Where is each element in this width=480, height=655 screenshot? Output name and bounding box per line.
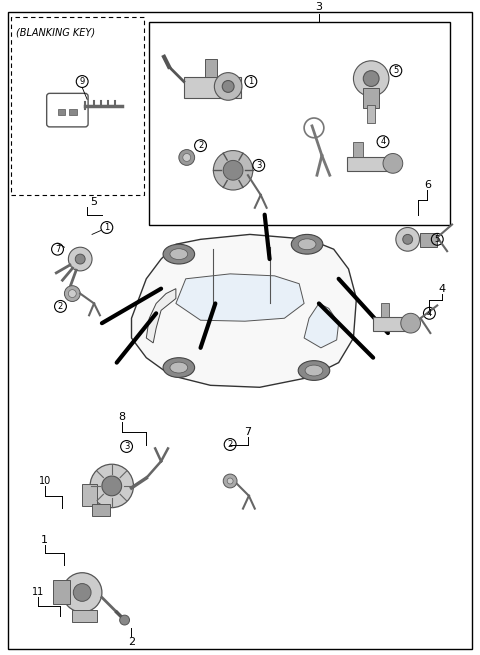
Ellipse shape <box>298 361 330 381</box>
Polygon shape <box>132 234 356 387</box>
Ellipse shape <box>305 365 323 376</box>
Circle shape <box>396 227 420 251</box>
Ellipse shape <box>291 234 323 254</box>
Bar <box>72 610 97 622</box>
Text: 4: 4 <box>439 284 446 293</box>
Text: 1: 1 <box>41 535 48 545</box>
Text: 2: 2 <box>198 141 203 150</box>
Circle shape <box>64 286 80 301</box>
Text: 7: 7 <box>55 245 60 253</box>
Bar <box>53 580 71 605</box>
Bar <box>381 303 389 317</box>
Bar <box>420 233 437 247</box>
Text: 2: 2 <box>128 637 135 646</box>
Bar <box>184 77 241 98</box>
Circle shape <box>383 153 403 174</box>
Text: 5: 5 <box>91 197 97 207</box>
Bar <box>69 109 77 115</box>
Ellipse shape <box>298 239 316 250</box>
Circle shape <box>179 149 194 165</box>
Circle shape <box>403 234 413 244</box>
Circle shape <box>227 478 233 484</box>
Circle shape <box>223 474 237 488</box>
Circle shape <box>363 71 379 86</box>
Circle shape <box>401 313 420 333</box>
Bar <box>11 18 144 195</box>
Text: 5: 5 <box>393 66 398 75</box>
Bar <box>363 88 379 108</box>
Bar <box>353 141 363 157</box>
Circle shape <box>222 81 234 92</box>
Polygon shape <box>176 274 304 321</box>
Text: 6: 6 <box>424 180 431 190</box>
Ellipse shape <box>170 362 188 373</box>
Text: 11: 11 <box>32 588 44 597</box>
Bar <box>347 157 398 171</box>
Text: 3: 3 <box>124 442 129 451</box>
Circle shape <box>215 73 242 100</box>
Text: 4: 4 <box>427 309 432 318</box>
Bar <box>58 109 65 115</box>
Text: 1: 1 <box>104 223 109 232</box>
Circle shape <box>223 160 243 180</box>
Text: 4: 4 <box>380 137 385 146</box>
Circle shape <box>120 615 130 625</box>
Bar <box>373 317 415 331</box>
Text: (BLANKING KEY): (BLANKING KEY) <box>16 28 95 37</box>
Circle shape <box>68 247 92 271</box>
Text: 1: 1 <box>248 77 253 86</box>
Text: 9: 9 <box>80 77 85 86</box>
Text: 7: 7 <box>244 426 252 437</box>
Text: 2: 2 <box>228 440 233 449</box>
Text: 8: 8 <box>118 412 125 422</box>
Bar <box>92 504 110 515</box>
Polygon shape <box>304 303 338 348</box>
Ellipse shape <box>163 358 194 377</box>
Text: 10: 10 <box>38 476 51 486</box>
Circle shape <box>102 476 121 496</box>
Circle shape <box>90 464 133 508</box>
Text: 3: 3 <box>256 161 262 170</box>
Polygon shape <box>146 289 176 343</box>
Circle shape <box>68 290 76 297</box>
Circle shape <box>75 254 85 264</box>
Text: 2: 2 <box>58 302 63 311</box>
Circle shape <box>353 61 389 96</box>
Bar <box>149 22 450 225</box>
Circle shape <box>73 584 91 601</box>
Circle shape <box>214 151 253 190</box>
Bar <box>367 105 375 123</box>
Ellipse shape <box>170 249 188 259</box>
Circle shape <box>62 572 102 612</box>
Ellipse shape <box>163 244 194 264</box>
Text: 5: 5 <box>435 235 440 244</box>
Circle shape <box>183 153 191 161</box>
Bar <box>205 59 217 77</box>
Bar <box>82 484 97 506</box>
Text: 3: 3 <box>315 3 323 12</box>
